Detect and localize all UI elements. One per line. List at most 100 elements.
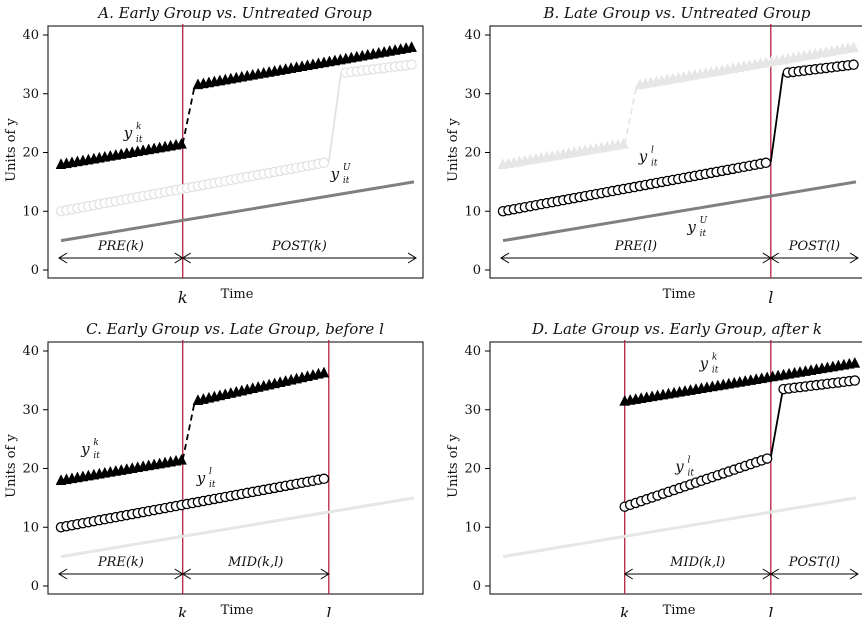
series-none-2: y Uit — [502, 180, 857, 243]
segment-arrow-head-right — [849, 568, 859, 580]
series-label-superscript: U — [343, 163, 351, 173]
chart-title: B. Late Group vs. Untreated Group — [542, 4, 810, 22]
series-label-superscript: k — [93, 438, 98, 448]
segment-label: POST(k) — [271, 239, 327, 254]
segment-arrow-head-left — [769, 568, 780, 580]
y-tick-label: 20 — [464, 146, 481, 161]
y-tick-label: 40 — [22, 344, 39, 359]
series-jump-line — [327, 73, 342, 163]
triangle-marker — [318, 366, 330, 378]
segment-label: POST(l) — [788, 555, 840, 570]
chart-title: D. Late Group vs. Early Group, after k — [531, 320, 822, 338]
series-label-subscript: it — [688, 468, 695, 478]
series-circle-1 — [55, 59, 417, 217]
y-tick-label: 10 — [464, 204, 481, 219]
circle-marker — [849, 375, 861, 386]
series-line — [502, 180, 857, 243]
y-tick-label: 20 — [464, 462, 481, 477]
y-tick-label: 20 — [22, 462, 39, 477]
series-triangle-0: y k it — [55, 41, 417, 169]
x-axis-label: Time — [221, 287, 254, 302]
chart-title: C. Early Group vs. Late Group, before l — [86, 320, 384, 338]
triangle-marker — [176, 137, 187, 149]
series-none-2 — [60, 496, 415, 559]
event-label-k: k — [178, 604, 188, 617]
chart-panel-4: D. Late Group vs. Early Group, after k 0 1… — [446, 320, 862, 617]
series-jump-line — [181, 84, 196, 144]
event-label-l: l — [768, 604, 773, 617]
series-label: y — [80, 440, 90, 458]
series-label-superscript: l — [688, 455, 691, 465]
series-label-superscript: l — [651, 145, 654, 155]
series-label-superscript: U — [700, 216, 708, 226]
segment-arrow-head-left — [623, 568, 633, 580]
event-label-l: l — [326, 604, 331, 617]
series-label-subscript: it — [343, 176, 350, 186]
triangle-marker — [176, 453, 187, 465]
segment-arrow-head-right — [849, 252, 859, 264]
y-tick-label: 30 — [464, 403, 481, 418]
series-jump-line — [769, 73, 784, 163]
triangle-marker — [618, 137, 629, 149]
y-tick-label: 0 — [31, 263, 39, 278]
series-line — [60, 180, 415, 243]
segment-label: PRE(k) — [97, 555, 144, 570]
segment-arrow-head-left — [181, 252, 191, 264]
segment-arrow-head-left — [500, 252, 510, 264]
series-circle-1: y l it — [55, 467, 330, 533]
segment-label: PRE(k) — [97, 239, 144, 254]
y-tick-label: 10 — [22, 204, 39, 219]
series-label: y — [674, 457, 684, 475]
chart-title: A. Early Group vs. Untreated Group — [96, 4, 372, 22]
y-tick-label: 40 — [464, 344, 481, 359]
segment-label: POST(l) — [788, 239, 840, 254]
segment-label: MID(k,l) — [669, 555, 725, 570]
series-circle-1: y l it — [619, 375, 861, 512]
chart-panel-1: A. Early Group vs. Untreated Group 0 10 20 3… — [4, 4, 424, 307]
circle-marker — [318, 157, 330, 169]
y-tick-label: 20 — [22, 146, 39, 161]
y-axis-label: Units of y — [446, 118, 461, 182]
circle-marker — [318, 473, 330, 485]
x-axis-label: Time — [221, 603, 254, 617]
y-tick-label: 30 — [22, 87, 39, 102]
segment-arrow-head-left — [181, 568, 191, 580]
series-line — [502, 496, 857, 559]
y-tick-label: 10 — [22, 520, 39, 535]
series-triangle-0 — [497, 41, 859, 169]
series-label: y — [638, 147, 648, 165]
x-axis-label: Time — [663, 287, 696, 302]
event-label-k: k — [620, 604, 630, 617]
series-triangle-0: y k it — [619, 353, 861, 406]
segment-label: PRE(l) — [614, 239, 657, 254]
series-jump-line — [769, 389, 784, 458]
y-axis-label: Units of y — [4, 434, 19, 498]
series-label-superscript: l — [209, 467, 212, 477]
series-label-subscript: it — [136, 135, 143, 145]
series-circle-1: y l it — [497, 59, 859, 217]
segment-arrow-head-left — [769, 252, 780, 264]
series-jump-line — [181, 400, 196, 460]
series-label-superscript: k — [712, 353, 717, 363]
circle-marker — [406, 59, 417, 70]
x-axis-label: Time — [663, 603, 696, 617]
series-jump-line — [623, 84, 638, 144]
y-tick-label: 0 — [31, 579, 39, 594]
series-label-subscript: it — [700, 229, 707, 239]
event-label-k: k — [178, 288, 188, 307]
chart-panel-3: C. Early Group vs. Late Group, before l 0… — [4, 320, 424, 617]
circle-marker — [760, 157, 772, 169]
series-none-2 — [502, 496, 857, 559]
triangle-marker — [406, 41, 417, 52]
segment-arrow-head-left — [58, 252, 68, 264]
y-tick-label: 0 — [473, 579, 481, 594]
series-line — [60, 496, 415, 559]
circle-marker — [848, 59, 859, 70]
y-tick-label: 30 — [464, 87, 481, 102]
triangle-marker — [849, 356, 861, 368]
segment-label: MID(k,l) — [227, 555, 283, 570]
series-none-2: y Uit — [60, 163, 415, 243]
y-tick-label: 0 — [473, 263, 481, 278]
chart-panel-2: B. Late Group vs. Untreated Group 0 10 20 30… — [446, 4, 862, 307]
